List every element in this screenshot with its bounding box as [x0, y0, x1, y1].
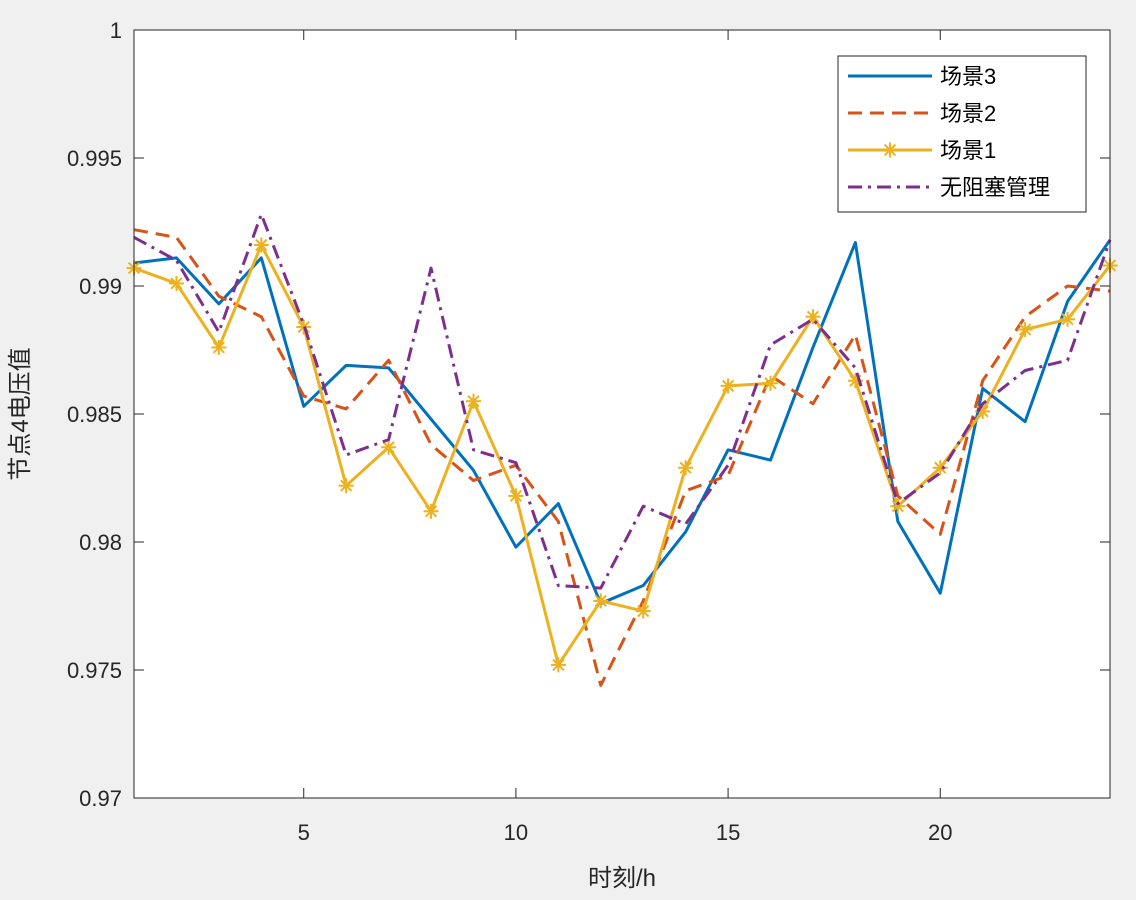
- legend-label: 场景1: [940, 138, 996, 163]
- series-4: [133, 212, 1112, 590]
- x-tick-label: 5: [298, 820, 310, 845]
- x-tick-label: 20: [928, 820, 952, 845]
- data-point: [508, 488, 524, 504]
- legend-label: 场景3: [940, 64, 996, 89]
- x-axis-label: 时刻/h: [588, 865, 656, 892]
- y-axis: 0.97 0.975 0.98 0.985 0.99 0.995 1: [67, 18, 1110, 811]
- data-point: [890, 498, 906, 514]
- series-line-1: [133, 239, 1112, 605]
- series-line-3: [133, 243, 1112, 667]
- legend-marker: [882, 142, 898, 158]
- data-point: [678, 460, 694, 476]
- legend-label: 场景2: [940, 101, 996, 126]
- series-line-2: [133, 228, 1111, 687]
- y-tick-label: 0.97: [79, 786, 122, 811]
- data-point: [465, 393, 481, 409]
- data-point: [635, 603, 651, 619]
- legend-item: 无阻塞管理: [848, 175, 1050, 200]
- legend-item: 场景1: [848, 138, 996, 163]
- legend: 场景3 场景2 场景1 无阻塞管理: [837, 55, 1087, 213]
- data-point: [1060, 311, 1076, 327]
- data-point: [550, 657, 566, 673]
- legend-item: 场景2: [848, 101, 996, 126]
- series-layer: [126, 212, 1118, 687]
- data-point: [211, 339, 227, 355]
- data-point: [593, 593, 609, 609]
- data-point: [423, 503, 439, 519]
- data-point: [381, 439, 397, 455]
- data-point: [720, 378, 736, 394]
- x-tick-label: 15: [716, 820, 740, 845]
- y-tick-label: 0.975: [67, 658, 122, 683]
- data-point: [932, 460, 948, 476]
- data-point: [338, 478, 354, 494]
- data-point: [1017, 322, 1033, 338]
- x-axis: 5 10 15 20: [298, 30, 953, 845]
- y-tick-label: 0.995: [67, 146, 122, 171]
- legend-label: 无阻塞管理: [940, 175, 1050, 200]
- series-1: [133, 239, 1112, 605]
- data-point: [763, 375, 779, 391]
- series-line-4: [133, 212, 1112, 590]
- data-point: [168, 275, 184, 291]
- series-2: [133, 228, 1111, 687]
- y-tick-label: 0.98: [79, 530, 122, 555]
- x-tick-label: 10: [504, 820, 528, 845]
- legend-item: 场景3: [848, 64, 996, 89]
- y-axis-label: 节点4电压值: [7, 347, 34, 480]
- y-tick-label: 0.99: [79, 274, 122, 299]
- y-tick-label: 0.985: [67, 402, 122, 427]
- data-point: [253, 237, 269, 253]
- y-tick-label: 1: [110, 18, 122, 43]
